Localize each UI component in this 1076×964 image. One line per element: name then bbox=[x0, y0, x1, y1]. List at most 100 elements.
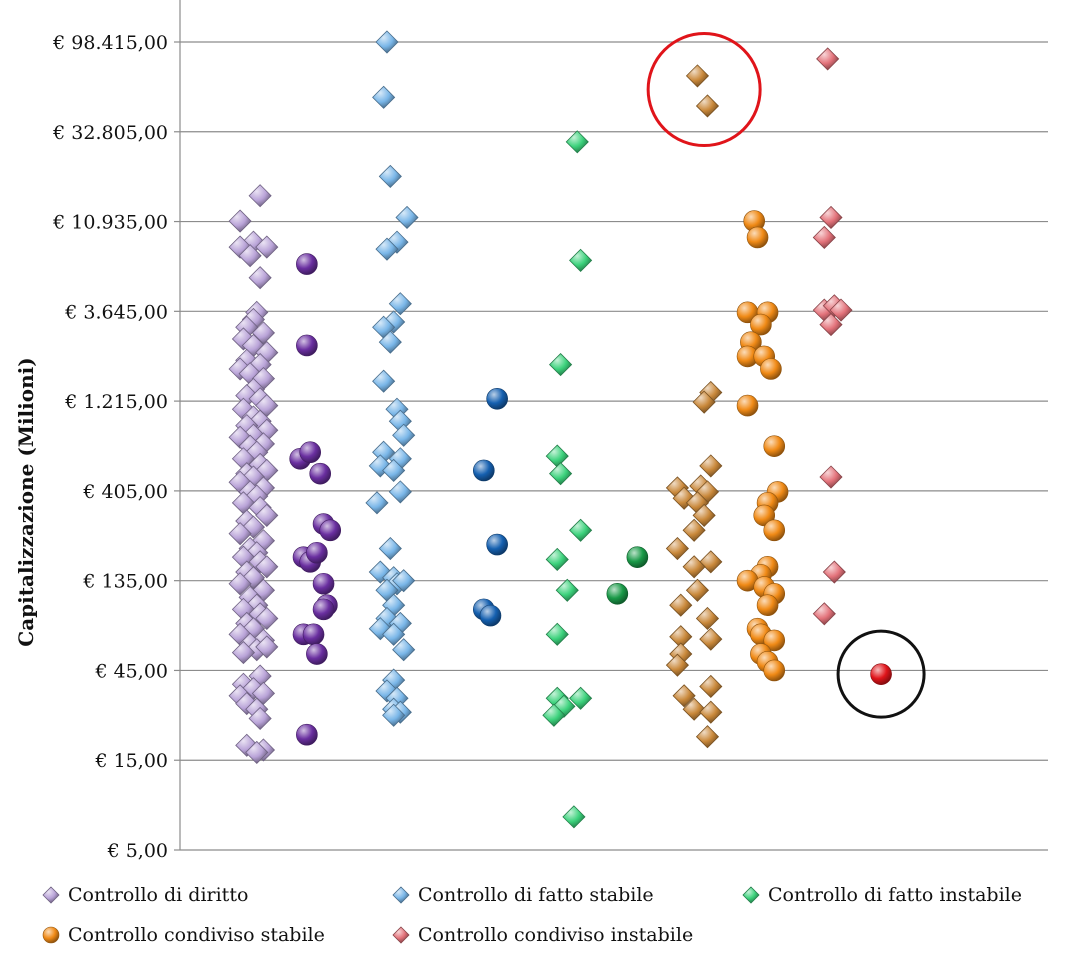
diamond-point bbox=[255, 235, 279, 259]
y-tick-label: € 135,00 bbox=[82, 571, 168, 593]
y-axis-label: Capitalizzazione (Milioni) bbox=[14, 357, 38, 647]
legend-entry: Controllo di fatto stabile bbox=[390, 884, 654, 906]
diamond-point bbox=[699, 550, 723, 574]
diamond-point bbox=[699, 627, 723, 651]
y-tick-label: € 405,00 bbox=[82, 481, 168, 503]
diamond-marker-icon bbox=[392, 886, 410, 904]
sphere-point bbox=[870, 663, 892, 685]
diamond-point bbox=[816, 47, 840, 71]
diamond-point bbox=[685, 578, 710, 602]
legend-marker-shape bbox=[42, 886, 60, 904]
legend-label: Controllo condiviso stabile bbox=[68, 924, 325, 946]
sphere-point bbox=[746, 226, 769, 249]
diamond-point bbox=[365, 491, 389, 515]
diamond-point bbox=[255, 606, 279, 631]
series-4 bbox=[542, 130, 593, 829]
diamond-point bbox=[388, 292, 412, 316]
sphere-point bbox=[756, 594, 779, 616]
diamond-point bbox=[248, 706, 272, 731]
diamond-point bbox=[819, 205, 843, 230]
sphere-point bbox=[479, 604, 502, 627]
diamond-point bbox=[685, 64, 710, 88]
diamond-point bbox=[812, 602, 836, 626]
diamond-point bbox=[692, 390, 716, 414]
diamond-point bbox=[375, 30, 399, 54]
data-points bbox=[228, 30, 892, 829]
annotations bbox=[646, 32, 926, 719]
y-tick-label: € 3.645,00 bbox=[64, 301, 168, 323]
legend-label: Controllo di fatto stabile bbox=[418, 884, 654, 906]
diamond-point bbox=[392, 569, 416, 593]
sphere-point bbox=[763, 629, 786, 652]
diamond-point bbox=[228, 572, 252, 596]
y-tick-label: € 5,00 bbox=[107, 840, 168, 862]
y-tick-labels: € 98.415,00 € 32.805,00 € 10.935,00 € 3.645… bbox=[52, 32, 168, 862]
diamond-point bbox=[682, 697, 706, 721]
diamond-point bbox=[382, 458, 406, 483]
series-2 bbox=[365, 30, 419, 727]
diamond-point bbox=[699, 454, 723, 478]
legend-label: Controllo condiviso instabile bbox=[418, 924, 694, 946]
series-7 bbox=[736, 210, 789, 682]
highlight-circle bbox=[646, 32, 762, 148]
diamond-point bbox=[382, 703, 406, 727]
legend: Controllo di diritto Controllo di fatto s… bbox=[40, 884, 1070, 964]
highlight-circle bbox=[836, 629, 926, 719]
diamond-point bbox=[669, 593, 693, 617]
diamond-point bbox=[819, 313, 843, 337]
diamond-point bbox=[699, 674, 723, 699]
diamond-marker-icon bbox=[742, 886, 760, 904]
diamond-point bbox=[248, 266, 272, 290]
diamond-point bbox=[231, 641, 255, 665]
diamond-point bbox=[388, 480, 412, 504]
diamond-point bbox=[549, 462, 573, 486]
diamond-point bbox=[822, 560, 846, 584]
series-6 bbox=[665, 64, 723, 749]
diamond-point bbox=[382, 622, 406, 646]
diamond-point bbox=[378, 164, 402, 188]
legend-marker-shape bbox=[742, 886, 760, 904]
legend-row: Controllo di diritto Controllo di fatto s… bbox=[40, 884, 1070, 924]
diamond-point bbox=[555, 578, 579, 602]
diamond-point bbox=[251, 321, 276, 345]
series-5 bbox=[606, 546, 649, 605]
series-1 bbox=[289, 253, 342, 746]
sphere-point bbox=[763, 519, 786, 542]
sphere-point bbox=[763, 435, 786, 457]
diamond-point bbox=[375, 237, 399, 261]
sphere-point bbox=[763, 659, 786, 682]
sphere-point bbox=[302, 623, 325, 646]
diamond-point bbox=[665, 536, 689, 561]
diamond-point bbox=[255, 555, 279, 579]
y-tick-label: € 98.415,00 bbox=[52, 32, 168, 54]
sphere-point bbox=[296, 723, 318, 746]
sphere-point bbox=[306, 643, 328, 665]
diamond-point bbox=[545, 444, 569, 468]
legend-entry: Controllo condiviso stabile bbox=[40, 924, 325, 946]
diamond-point bbox=[255, 635, 279, 659]
sphere-point bbox=[296, 253, 318, 275]
diamond-point bbox=[549, 353, 573, 377]
diamond-point bbox=[372, 369, 396, 393]
series-0 bbox=[228, 184, 279, 764]
sphere-point bbox=[312, 598, 335, 621]
sphere-point bbox=[472, 459, 495, 482]
sphere-point bbox=[486, 387, 508, 410]
diamond-point bbox=[695, 606, 720, 631]
diamond-point bbox=[228, 209, 252, 233]
diamond-point bbox=[392, 423, 416, 447]
diamond-point bbox=[699, 700, 723, 724]
y-tick-label: € 32.805,00 bbox=[52, 122, 168, 144]
legend-entry: Controllo di fatto instabile bbox=[740, 884, 1022, 906]
scatter-chart: € 98.415,00 € 32.805,00 € 10.935,00 € 3.645… bbox=[52, 0, 1048, 862]
diamond-point bbox=[395, 205, 419, 230]
legend-entry: Controllo di diritto bbox=[40, 884, 248, 906]
y-tick-label: € 1.215,00 bbox=[64, 391, 168, 413]
sphere-point bbox=[312, 572, 335, 595]
diamond-point bbox=[695, 94, 720, 118]
legend-entry: Controllo condiviso instabile bbox=[390, 924, 693, 946]
grid-lines bbox=[174, 41, 1048, 851]
diamond-point bbox=[829, 298, 853, 322]
series-3 bbox=[472, 387, 508, 627]
sphere-point bbox=[750, 313, 772, 336]
